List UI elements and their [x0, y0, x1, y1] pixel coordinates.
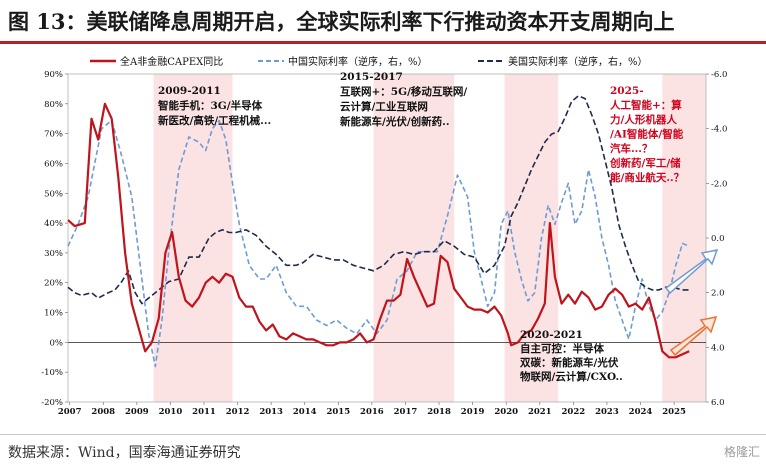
- x-tick-label: 2008: [91, 407, 115, 417]
- annotation-2009-period: 2009-2011: [158, 85, 221, 97]
- right-tick-label: 0.0: [711, 234, 725, 244]
- series-line-3: [67, 95, 690, 305]
- x-tick-label: 2012: [226, 407, 250, 417]
- right-tick-label: 6.0: [711, 398, 725, 408]
- right-tick-label: 4.0: [711, 343, 725, 353]
- arrow-up-blue: [664, 249, 719, 295]
- x-tick-label: 2024: [629, 407, 653, 417]
- x-tick-label: 2022: [562, 407, 586, 417]
- x-tick-label: 2021: [528, 407, 552, 417]
- left-tick-label: 30%: [44, 249, 63, 259]
- left-tick-label: 70%: [44, 130, 63, 140]
- annotation-2025-line: 汽车...？: [610, 142, 652, 155]
- left-tick-label: 80%: [44, 100, 63, 110]
- x-tick-label: 2016: [360, 407, 384, 417]
- trend-arrows: [664, 249, 719, 357]
- x-tick-label: 2015: [326, 407, 350, 417]
- annotation-2015-line: 云计算/工业互联网: [340, 100, 428, 113]
- axes: 90% 80% 70% 60% 50% 40% 30% 20% 10% 0% -10% -20% -6.…: [41, 70, 727, 417]
- annotation-2015-line: 互联网+：5G/移动互联网/: [340, 85, 467, 98]
- annotation-2025-line: 人工智能+：算: [610, 99, 682, 112]
- x-tick-label: 2018: [427, 407, 451, 417]
- left-tick-label: 50%: [44, 189, 63, 199]
- legend-label-3: 美国实际利率（逆序，右，%）: [508, 55, 648, 68]
- annotation-2015-period: 2015-2017: [340, 71, 403, 83]
- source-bar: 数据来源：Wind，国泰海通证券研究 格隆汇: [0, 434, 766, 470]
- left-tick-label: 90%: [44, 70, 63, 80]
- chart: 90% 80% 70% 60% 50% 40% 30% 20% 10% 0% -10% -20% -6.…: [41, 55, 727, 417]
- right-tick-label: -6.0: [711, 70, 727, 80]
- annotation-2025-line: 能/商业航天..？: [610, 171, 684, 184]
- right-tick-label: -2.0: [711, 179, 727, 189]
- annotation-2025-line: 力/人形机器人: [610, 113, 677, 126]
- x-tick-label: 2023: [595, 407, 619, 417]
- watermark-logo: 格隆汇: [723, 445, 760, 459]
- annotation-2020-line: 自主可控：半导体: [520, 342, 604, 355]
- annotation-2025-line: /AI智能体/智能: [610, 128, 684, 141]
- legend-label-1: 全A非金融CAPEX同比: [120, 55, 223, 68]
- annotation-2015-line: 新能源车/光伏/创新药..: [340, 115, 449, 128]
- x-tick-label: 2007: [58, 407, 82, 417]
- annotation-2020-period: 2020-2021: [520, 329, 583, 341]
- title-bar: 图 13：美联储降息周期开启，全球实际利率下行推动资本开支周期向上: [0, 0, 766, 44]
- shade-period-1: [153, 74, 233, 402]
- left-tick-label: 40%: [44, 219, 63, 229]
- x-tick-label: 2014: [293, 407, 317, 417]
- x-tick-label: 2009: [125, 407, 149, 417]
- annotation-2009-line: 新医改/高铁/工程机械...: [158, 114, 271, 127]
- x-tick-label: 2025: [662, 407, 686, 417]
- x-tick-label: 2013: [259, 407, 283, 417]
- legend-label-2: 中国实际利率（逆序，右，%）: [288, 55, 428, 68]
- right-tick-label: 2.0: [711, 289, 725, 299]
- series-lines: [67, 95, 690, 368]
- annotation-2020-line: 双碳：新能源车/光伏: [519, 356, 619, 369]
- x-tick-label: 2020: [494, 407, 518, 417]
- left-tick-label: -20%: [41, 398, 63, 408]
- left-tick-label: -10%: [41, 368, 63, 378]
- annotation-2025-period: 2025-: [610, 85, 644, 97]
- series-line-1: [67, 102, 690, 359]
- annotation-2009-line: 智能手机：3G/半导体: [157, 99, 263, 112]
- x-tick-label: 2010: [159, 407, 183, 417]
- annotation-2025-line: 创新药/军工/储: [609, 157, 681, 170]
- left-tick-label: 10%: [44, 309, 63, 319]
- arrow-up-orange: [669, 316, 718, 357]
- left-tick-label: 60%: [44, 159, 63, 169]
- x-tick-label: 2011: [192, 407, 216, 417]
- x-tick-label: 2017: [394, 407, 418, 417]
- figure-title: 图 13：美联储降息周期开启，全球实际利率下行推动资本开支周期向上: [8, 9, 675, 34]
- left-tick-label: 0%: [50, 338, 64, 348]
- source-note: 数据来源：Wind，国泰海通证券研究: [8, 445, 241, 461]
- right-tick-label: -4.0: [711, 125, 727, 135]
- left-tick-label: 20%: [44, 279, 63, 289]
- x-tick-label: 2019: [461, 407, 485, 417]
- legend: 全A非金融CAPEX同比 中国实际利率（逆序，右，%） 美国实际利率（逆序，右，%）: [90, 55, 648, 68]
- annotation-2020-line: 物联网/云计算/CXO..: [520, 370, 623, 383]
